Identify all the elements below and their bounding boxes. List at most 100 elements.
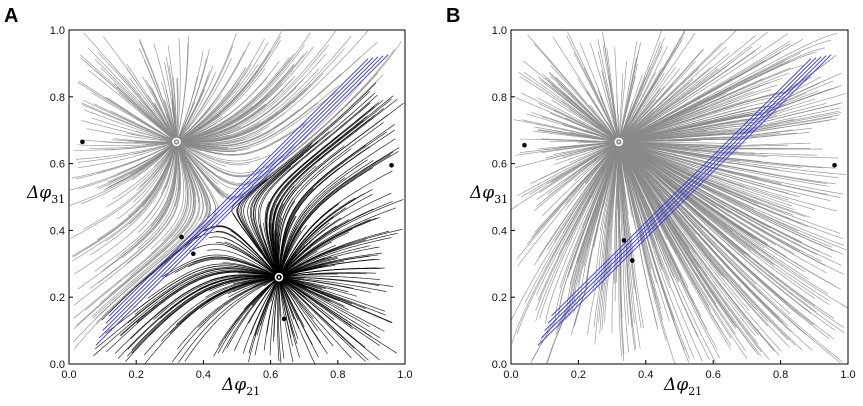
flow-line — [93, 269, 277, 356]
flow-line — [178, 142, 271, 164]
flow-line — [129, 145, 177, 225]
flow-line — [104, 142, 175, 151]
flow-line — [73, 150, 219, 350]
x-axis-label: Δφ21 — [663, 375, 702, 398]
flow-line — [619, 142, 843, 266]
flow-line — [95, 142, 217, 324]
flow-line — [282, 277, 392, 324]
flow-line — [622, 107, 841, 142]
flow-line — [153, 275, 278, 320]
flow-line — [281, 277, 386, 312]
y-tick-label: 0.4 — [50, 225, 65, 237]
flow-line — [72, 145, 176, 262]
y-axis-label: Δφ31 — [26, 183, 65, 206]
flow-line — [176, 142, 199, 203]
flow-line — [154, 144, 175, 167]
flow-line — [114, 274, 276, 354]
flow-line — [86, 128, 174, 143]
flow-line — [279, 277, 371, 328]
diagonal-trajectory — [95, 54, 389, 346]
flow-line — [280, 279, 352, 359]
flow-line — [139, 38, 177, 142]
flow-line — [280, 279, 334, 347]
flow-line — [621, 127, 813, 143]
flow-line — [532, 143, 619, 361]
x-tick-label: 0.0 — [503, 369, 518, 381]
flow-line — [281, 245, 371, 277]
flow-line — [279, 277, 372, 337]
y-tick-label: 0.6 — [492, 159, 507, 171]
flow-line — [272, 108, 385, 277]
flow-line — [619, 142, 815, 307]
flow-line — [621, 131, 810, 143]
flow-line — [263, 222, 279, 276]
flow-line — [564, 143, 617, 182]
flow-line — [281, 232, 398, 276]
stable-point — [172, 137, 181, 147]
flow-line — [538, 129, 617, 142]
flow-line — [154, 103, 176, 141]
y-tick-label: 0.8 — [50, 92, 65, 104]
flow-line — [587, 145, 619, 335]
flow-line — [279, 167, 373, 274]
flow-line — [619, 102, 633, 140]
flow-line — [620, 68, 699, 141]
x-tick-label: 0.2 — [129, 369, 144, 381]
flow-line — [143, 277, 276, 356]
flow-line — [177, 38, 265, 142]
flow-line — [137, 144, 179, 249]
flow-line — [243, 142, 313, 276]
flow-line — [619, 48, 705, 141]
flow-line — [180, 88, 284, 142]
flow-line — [178, 35, 352, 143]
flow-line — [528, 142, 618, 196]
flow-line — [618, 143, 633, 218]
flow-line — [178, 77, 253, 141]
flow-line — [178, 65, 214, 140]
flow-line — [277, 280, 280, 362]
flow-line — [619, 142, 775, 260]
flow-line — [78, 80, 174, 141]
flow-line — [280, 267, 377, 278]
flow-line — [278, 278, 282, 318]
flow-line — [179, 56, 361, 147]
flow-line — [139, 142, 177, 188]
saddle-point — [80, 139, 85, 145]
flow-line — [232, 277, 277, 293]
flow-line — [618, 60, 627, 139]
flow-line — [620, 142, 794, 216]
flow-line — [116, 144, 177, 259]
flow-line — [179, 144, 250, 177]
flow-line — [619, 144, 691, 360]
flow-line — [280, 277, 353, 305]
flow-line — [555, 143, 619, 335]
flow-line — [263, 279, 279, 351]
flow-line — [539, 142, 619, 319]
flow-line — [180, 74, 384, 201]
flow-line — [162, 254, 278, 278]
flow-line — [134, 267, 278, 315]
flow-line — [619, 145, 717, 364]
flow-line — [279, 254, 297, 277]
flow-line — [88, 70, 176, 142]
flow-line — [281, 276, 394, 287]
flow-line — [513, 119, 618, 142]
flow-line — [161, 81, 177, 141]
flow-line — [606, 47, 619, 141]
flow-line — [72, 144, 208, 343]
x-tick-label: 0.4 — [638, 369, 653, 381]
flow-line — [564, 98, 617, 141]
flow-line — [85, 144, 176, 250]
flow-line — [177, 142, 296, 174]
flow-line — [276, 114, 389, 275]
flow-line — [83, 99, 175, 142]
flow-line — [511, 143, 617, 210]
flow-line — [619, 76, 646, 139]
flow-line — [160, 145, 177, 194]
flow-line — [216, 230, 279, 277]
flow-line — [279, 245, 288, 275]
saddle-point — [191, 251, 196, 257]
flow-line — [621, 112, 841, 142]
flow-line — [254, 280, 278, 356]
flow-line — [177, 90, 338, 151]
